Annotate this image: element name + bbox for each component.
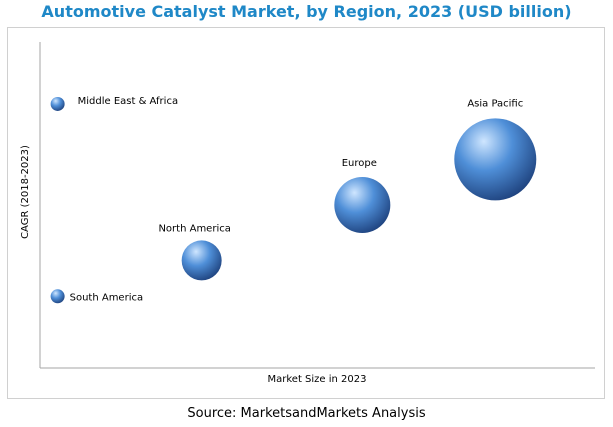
chart-title: Automotive Catalyst Market, by Region, 2…: [41, 2, 572, 21]
bubble-south-america: [50, 289, 65, 304]
bubble-middle-east-africa: [50, 96, 65, 111]
bubble-europe: [334, 177, 391, 233]
bubble-label-north-america: North America: [158, 223, 230, 234]
bubble-label-middle-east-africa: Middle East & Africa: [78, 96, 178, 107]
bubble-label-europe: Europe: [342, 158, 377, 169]
bubble-label-asia-pacific: Asia Pacific: [467, 98, 523, 109]
chart-frame: [7, 27, 605, 399]
y-axis-title: CAGR (2018-2023): [20, 145, 31, 239]
source-note: Source: MarketsandMarkets Analysis: [187, 406, 426, 421]
bubbles-group: Middle East & Africa South America North A…: [50, 96, 537, 304]
bubble-asia-pacific: [454, 118, 537, 201]
x-axis-title: Market Size in 2023: [267, 374, 366, 385]
bubble-north-america: [181, 240, 222, 281]
bubble-label-south-america: South America: [70, 292, 143, 303]
